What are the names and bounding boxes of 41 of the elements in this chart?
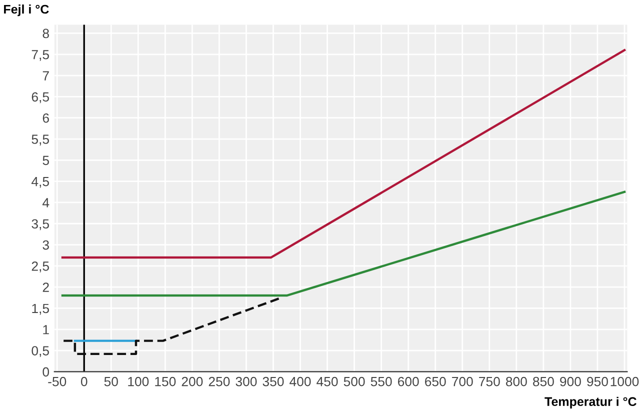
x-tick-label: 150 xyxy=(155,376,176,386)
x-tick-label: 1000 xyxy=(610,376,639,386)
x-tick-label: 300 xyxy=(236,376,257,386)
x-tick-label: 350 xyxy=(262,376,284,386)
x-tick-label: 200 xyxy=(182,376,203,386)
y-tick-label: 6 xyxy=(42,113,49,123)
y-tick-label: 3,5 xyxy=(32,219,49,230)
x-tick-label: 50 xyxy=(104,376,118,386)
y-tick-label: 5 xyxy=(42,156,49,166)
x-tick-label: 650 xyxy=(425,376,446,386)
x-tick-label: 0 xyxy=(80,376,88,386)
y-tick-label: 2 xyxy=(42,282,49,292)
x-tick-label: 450 xyxy=(316,376,338,386)
y-tick-label: 7,5 xyxy=(32,50,49,61)
y-tick-label: 2,5 xyxy=(32,262,49,272)
x-tick-label: 900 xyxy=(560,376,581,386)
x-tick-label: 700 xyxy=(452,376,473,386)
x-tick-label: 950 xyxy=(587,376,608,386)
x-tick-label: 800 xyxy=(506,376,527,386)
x-tick-label: 250 xyxy=(208,376,230,386)
y-tick-label: 4 xyxy=(42,198,50,208)
y-tick-label: 1 xyxy=(43,325,49,334)
x-tick-label: 600 xyxy=(398,376,419,386)
x-axis-title: Temperatur i °C xyxy=(544,396,636,408)
y-tick-label: 6,5 xyxy=(32,92,49,104)
y-tick-label: 3 xyxy=(42,240,49,250)
x-tick-label: 500 xyxy=(344,376,365,386)
y-tick-label: 5,5 xyxy=(32,134,49,146)
y-tick-label: 4,5 xyxy=(32,177,49,188)
y-tick-label: 1,5 xyxy=(32,304,49,315)
y-axis-title: Fejl i °C xyxy=(4,4,49,16)
x-tick-label: 750 xyxy=(479,376,500,386)
x-tick-label: 850 xyxy=(533,376,554,386)
x-tick-label: 100 xyxy=(128,376,149,386)
x-tick-label: 550 xyxy=(370,376,392,386)
x-tick-label: -50 xyxy=(48,376,66,386)
y-tick-label: 0 xyxy=(42,367,50,377)
y-tick-label: 0,5 xyxy=(32,346,49,358)
y-tick-label: 7 xyxy=(42,71,49,80)
x-tick-label: 400 xyxy=(290,376,311,386)
y-tick-label: 8 xyxy=(42,28,49,38)
